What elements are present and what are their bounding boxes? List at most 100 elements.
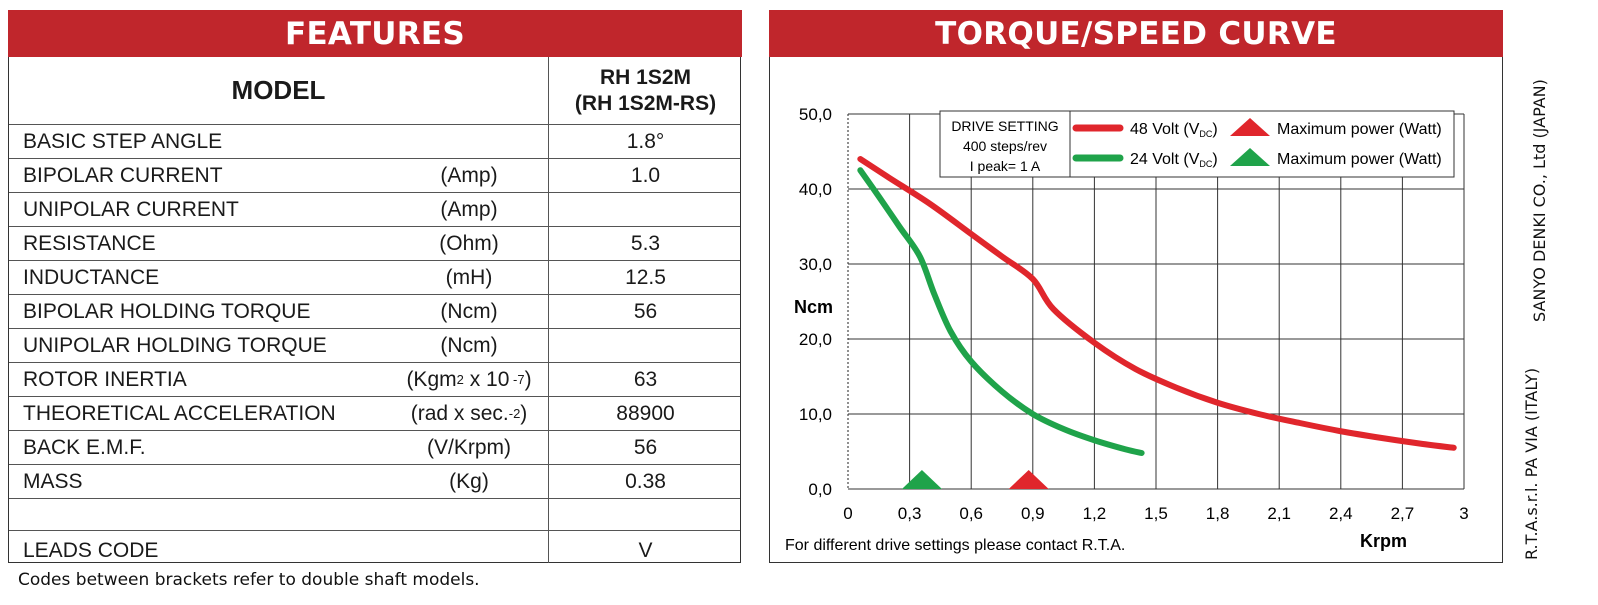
- row-label: BIPOLAR HOLDING TORQUE: [23, 299, 311, 323]
- row-label: BIPOLAR CURRENT: [23, 163, 223, 187]
- row-unit: (rad x sec. -2 ): [410, 401, 528, 425]
- table-row: UNIPOLAR HOLDING TORQUE (Ncm): [9, 329, 740, 363]
- y-tick-label: 10,0: [799, 405, 832, 424]
- x-tick-label: 2,1: [1267, 504, 1291, 523]
- x-tick-label: 0: [843, 504, 852, 523]
- legend-drive-setting: DRIVE SETTING: [951, 118, 1058, 134]
- footnote: Codes between brackets refer to double s…: [18, 570, 480, 590]
- row-value: 88900: [548, 397, 742, 430]
- chart-note: For different drive settings please cont…: [785, 537, 1125, 554]
- row-label: BASIC STEP ANGLE: [23, 129, 223, 153]
- row-label: THEORETICAL ACCELERATION: [23, 401, 336, 425]
- x-tick-label: 0,6: [959, 504, 983, 523]
- row-unit: (Ohm): [439, 231, 499, 255]
- row-unit: [389, 499, 549, 530]
- row-unit: (mH): [445, 265, 493, 289]
- row-unit: [389, 125, 549, 158]
- model-header: MODEL: [231, 75, 326, 105]
- row-value: 63: [548, 363, 742, 396]
- chart-series: [857, 156, 1457, 456]
- y-tick-label: 0,0: [808, 480, 832, 499]
- row-unit: (Kgm 2 x 10 -7 ): [406, 367, 532, 391]
- row-value: 12.5: [548, 261, 742, 294]
- x-tick-label: 0,3: [898, 504, 922, 523]
- y-tick-label: 30,0: [799, 255, 832, 274]
- axis-tick-labels: 0 0,3 0,6 0,9 1,2 1,5 1,8 2,1 2,4 2,7 30,010,020,0…: [799, 105, 1469, 523]
- row-value: [548, 329, 742, 362]
- side-text-rta: R.T.A.s.r.l. PA VIA (ITALY): [1522, 367, 1541, 560]
- torque-speed-chart: 0 0,3 0,6 0,9 1,2 1,5 1,8 2,1 2,4 2,7 30,010,020,0…: [785, 105, 1469, 554]
- table-row: LEADS CODE V: [9, 531, 740, 563]
- row-value: [548, 193, 742, 226]
- row-value: 1.0: [548, 159, 742, 192]
- y-axis-label: Ncm: [794, 297, 833, 317]
- x-tick-label: 1,5: [1144, 504, 1168, 523]
- legend-24v-marker-label: Maximum power (Watt): [1277, 151, 1442, 168]
- model-name: RH 1S2M: [599, 65, 692, 89]
- x-tick-label: 0,9: [1021, 504, 1045, 523]
- legend-24v-label: 24 Volt (VDC): [1130, 151, 1218, 169]
- row-label: RESISTANCE: [23, 231, 156, 255]
- features-title: FEATURES: [8, 10, 742, 57]
- table-row: UNIPOLAR CURRENT (Amp): [9, 193, 740, 227]
- max-power-triangle-icon: [901, 470, 942, 489]
- row-label: BACK E.M.F.: [23, 435, 146, 459]
- legend-ipeak: I peak= 1 A: [970, 158, 1041, 174]
- row-unit: (Ncm): [440, 299, 498, 323]
- legend-48v-triangle-icon: [1230, 118, 1270, 136]
- y-tick-label: 20,0: [799, 330, 832, 349]
- table-row: BACK E.M.F. (V/Krpm) 56: [9, 431, 740, 465]
- y-tick-label: 40,0: [799, 180, 832, 199]
- x-tick-label: 2,4: [1329, 504, 1353, 523]
- table-row: BIPOLAR CURRENT (Amp) 1.0: [9, 159, 740, 193]
- table-row: BIPOLAR HOLDING TORQUE (Ncm) 56: [9, 295, 740, 329]
- chart-title: TORQUE/SPEED CURVE: [769, 10, 1503, 57]
- table-row: ROTOR INERTIA (Kgm 2 x 10 -7 ) 63: [9, 363, 740, 397]
- row-value: 56: [548, 295, 742, 328]
- chart-legend: DRIVE SETTING 400 steps/rev I peak= 1 A …: [939, 110, 1455, 178]
- legend-24v-triangle-icon: [1230, 148, 1270, 166]
- x-axis-label: Krpm: [1360, 531, 1407, 551]
- row-label: MASS: [23, 469, 83, 493]
- row-unit: (Ncm): [440, 333, 498, 357]
- table-header-row: MODEL RH 1S2M (RH 1S2M-RS): [9, 57, 740, 125]
- row-label: UNIPOLAR CURRENT: [23, 197, 239, 221]
- row-label: ROTOR INERTIA: [23, 367, 187, 391]
- row-value: 0.38: [548, 465, 742, 498]
- table-row: BASIC STEP ANGLE 1.8°: [9, 125, 740, 159]
- legend-48v-label: 48 Volt (VDC): [1130, 121, 1218, 139]
- x-tick-label: 2,7: [1391, 504, 1415, 523]
- row-label: UNIPOLAR HOLDING TORQUE: [23, 333, 327, 357]
- model-name-rs: (RH 1S2M-RS): [574, 91, 717, 115]
- legend-box: [939, 110, 1455, 178]
- row-unit: (Kg): [449, 469, 489, 493]
- table-row: MASS (Kg) 0.38: [9, 465, 740, 499]
- row-value: 56: [548, 431, 742, 464]
- series-line-48-volt: [857, 156, 1457, 451]
- table-row: INDUCTANCE (mH) 12.5: [9, 261, 740, 295]
- series-line-24-volt: [857, 167, 1145, 456]
- y-tick-label: 50,0: [799, 105, 832, 124]
- max-power-triangle-icon: [1008, 470, 1049, 489]
- row-value: V: [548, 531, 742, 563]
- legend-steps: 400 steps/rev: [963, 138, 1047, 154]
- table-row: THEORETICAL ACCELERATION (rad x sec. -2 …: [9, 397, 740, 431]
- row-unit: [389, 531, 549, 563]
- row-value: 1.8°: [548, 125, 742, 158]
- table-row: [9, 499, 740, 531]
- features-table: MODEL RH 1S2M (RH 1S2M-RS) BASIC STEP AN…: [8, 57, 741, 563]
- row-label: INDUCTANCE: [23, 265, 160, 289]
- row-value: [548, 499, 742, 530]
- row-unit: (V/Krpm): [427, 435, 511, 459]
- row-unit: (Amp): [440, 197, 498, 221]
- table-row: RESISTANCE (Ohm) 5.3: [9, 227, 740, 261]
- x-tick-label: 1,8: [1206, 504, 1230, 523]
- row-value: 5.3: [548, 227, 742, 260]
- legend-48v-marker-label: Maximum power (Watt): [1277, 121, 1442, 138]
- row-label: LEADS CODE: [23, 539, 159, 562]
- chart-panel: 0 0,3 0,6 0,9 1,2 1,5 1,8 2,1 2,4 2,7 3 0,0 10,0 20,0…: [769, 57, 1503, 563]
- model-value-cell: RH 1S2M (RH 1S2M-RS): [548, 57, 742, 124]
- max-power-markers: [901, 470, 1049, 489]
- x-tick-label: 3: [1459, 504, 1468, 523]
- side-text-sanyo: SANYO DENKI CO., Ltd (JAPAN): [1530, 79, 1549, 322]
